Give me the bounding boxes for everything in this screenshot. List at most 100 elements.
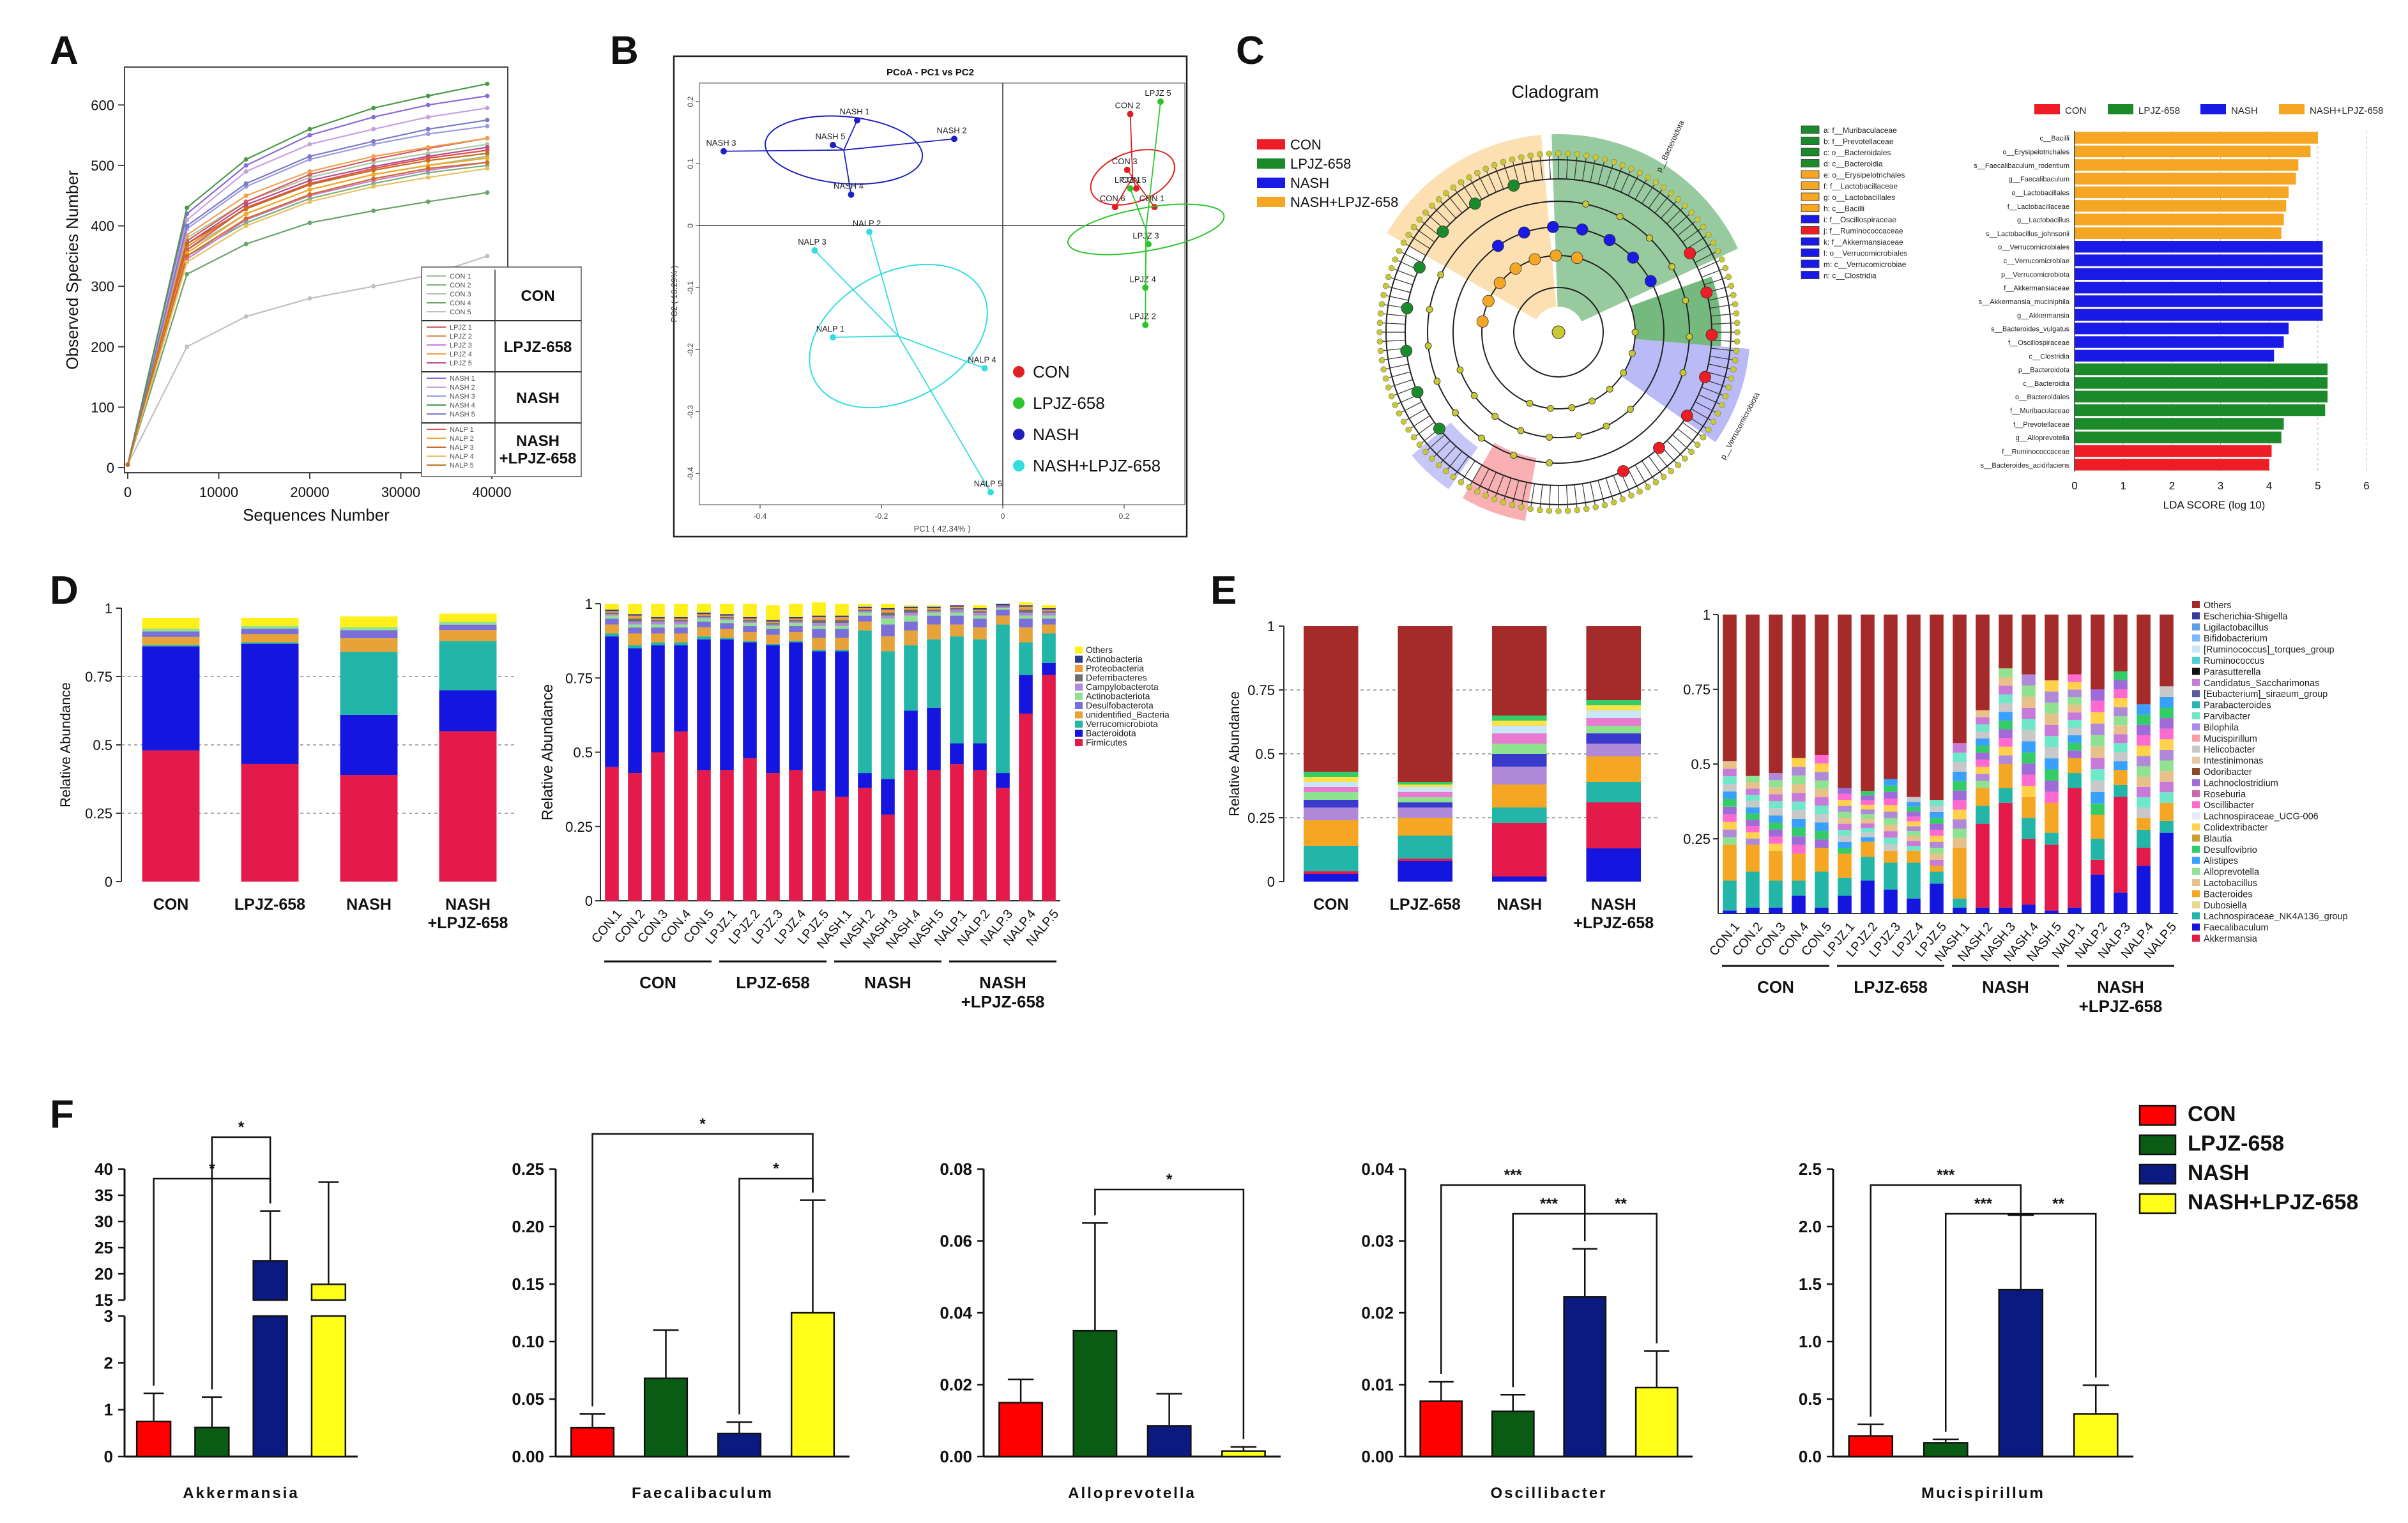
- stack-segment: [973, 609, 987, 611]
- stack-segment: [1815, 822, 1829, 831]
- bar: [252, 1315, 288, 1458]
- legend-entry: NASH 1: [450, 375, 475, 383]
- y-tick-label: 1.5: [1799, 1274, 1822, 1294]
- stack-segment: [1586, 626, 1642, 700]
- clade-node: [1631, 328, 1639, 336]
- legend-label: Others: [2204, 601, 2232, 611]
- stack-segment: [439, 622, 497, 625]
- stack-segment: [720, 604, 734, 615]
- y-tick-label: 0.05: [512, 1389, 544, 1409]
- clade-leaf: [1610, 499, 1617, 506]
- key-entry: m: c__Verrucomicrobiae: [1824, 260, 1907, 269]
- rarefaction-point: [371, 114, 376, 119]
- group-label: CON: [639, 973, 676, 992]
- stack-segment: [835, 650, 849, 652]
- stack-segment: [1491, 823, 1547, 876]
- clade-leaf: [1728, 375, 1735, 382]
- stack-segment: [1815, 772, 1829, 781]
- stack-segment: [2091, 875, 2105, 914]
- stack-segment: [1019, 605, 1033, 607]
- legend-label: Lactobacillus: [2204, 878, 2257, 889]
- stack-segment: [2022, 707, 2036, 719]
- pcoa-point: [830, 142, 836, 149]
- bar-panel-title: Akkermansia: [183, 1485, 299, 1502]
- clade-branch: [1597, 480, 1606, 505]
- spider-line: [844, 138, 955, 151]
- clade-node: [1476, 315, 1489, 328]
- stack-segment: [789, 625, 803, 632]
- stack-segment: [950, 636, 964, 744]
- rarefaction-point: [485, 151, 490, 156]
- lda-bar: [2075, 145, 2311, 158]
- stack-segment: [904, 645, 918, 711]
- stack-segment: [1838, 829, 1852, 836]
- stack-segment: [1042, 608, 1056, 610]
- stack-segment: [858, 604, 872, 607]
- legend-label: Verrucomicrobiota: [1086, 719, 1158, 729]
- stack-segment: [1884, 792, 1898, 799]
- stack-segment: [1907, 841, 1921, 846]
- rarefaction-point: [243, 314, 248, 319]
- legend-swatch: [2192, 612, 2200, 620]
- clade-branch: [1445, 193, 1463, 213]
- stack-segment: [1976, 753, 1990, 760]
- clade-node: [1546, 433, 1553, 441]
- y-tick-label: 3: [104, 1306, 113, 1326]
- stack-segment: [1491, 767, 1547, 784]
- stack-segment: [858, 630, 872, 774]
- lda-bar: [2075, 159, 2299, 171]
- legend-swatch: [2192, 690, 2200, 698]
- sig-bracket: [1870, 1184, 2022, 1417]
- sig-label: ***: [1540, 1195, 1558, 1213]
- stack-segment: [904, 605, 918, 607]
- stack-segment: [1491, 733, 1547, 744]
- bar: [643, 1377, 689, 1458]
- y-tick-label: 0.25: [512, 1159, 544, 1179]
- lda-bar: [2075, 227, 2282, 240]
- panel-f-bars: 0123152025303540**Akkermansia0.000.050.1…: [95, 1102, 2358, 1502]
- lda-bar: [2075, 282, 2323, 294]
- stack-segment: [2068, 735, 2082, 743]
- clade-node: [1705, 328, 1718, 341]
- legend-swatch: [2192, 790, 2200, 797]
- point-label: LPJZ 5: [1145, 88, 1171, 98]
- y-tick-label: 0: [105, 874, 112, 890]
- cladogram-title: Cladogram: [1512, 82, 1599, 102]
- stack-segment: [1884, 615, 1898, 779]
- stack-segment: [720, 638, 734, 639]
- legend-swatch: [2192, 935, 2200, 942]
- stack-segment: [1838, 895, 1852, 914]
- rarefaction-point: [371, 154, 376, 159]
- stack-segment: [1999, 685, 2013, 695]
- legend-entry: LPJZ 5: [450, 360, 472, 367]
- stack-segment: [1861, 827, 1875, 833]
- stack-segment: [2160, 760, 2174, 772]
- stack-segment: [1930, 836, 1944, 842]
- clade-leaf: [1450, 184, 1457, 191]
- clade-leaf: [1601, 501, 1608, 509]
- group-label: LPJZ-658: [736, 973, 810, 992]
- clade-leaf: [1628, 165, 1635, 172]
- stack-segment: [1769, 907, 1783, 914]
- clade-branch: [1438, 445, 1456, 466]
- y-tick-label: 30: [95, 1212, 113, 1231]
- pcoa-point: [1124, 166, 1131, 173]
- stack-segment: [1907, 826, 1921, 832]
- pcoa-group: CON 2 CON 3 CON 5 CON 6 CON 1: [1090, 101, 1175, 211]
- clade-leaf: [1645, 484, 1651, 491]
- stack-segment: [812, 616, 826, 620]
- clade-branch: [1635, 464, 1649, 487]
- stack-segment: [766, 634, 780, 644]
- stack-segment: [1723, 806, 1737, 815]
- stack-segment: [2068, 727, 2082, 735]
- stack-segment: [628, 633, 642, 646]
- legend-label: Bacteroidota: [1086, 728, 1136, 739]
- clade-branch: [1566, 153, 1569, 180]
- lda-bar-label: o__Bacteroidales: [2015, 394, 2070, 401]
- stack-segment: [1930, 829, 1944, 836]
- stack-segment: [973, 743, 987, 770]
- sig-label: *: [699, 1115, 706, 1133]
- stack-segment: [628, 618, 642, 622]
- stack-segment: [835, 620, 849, 624]
- legend-swatch: [2192, 812, 2200, 820]
